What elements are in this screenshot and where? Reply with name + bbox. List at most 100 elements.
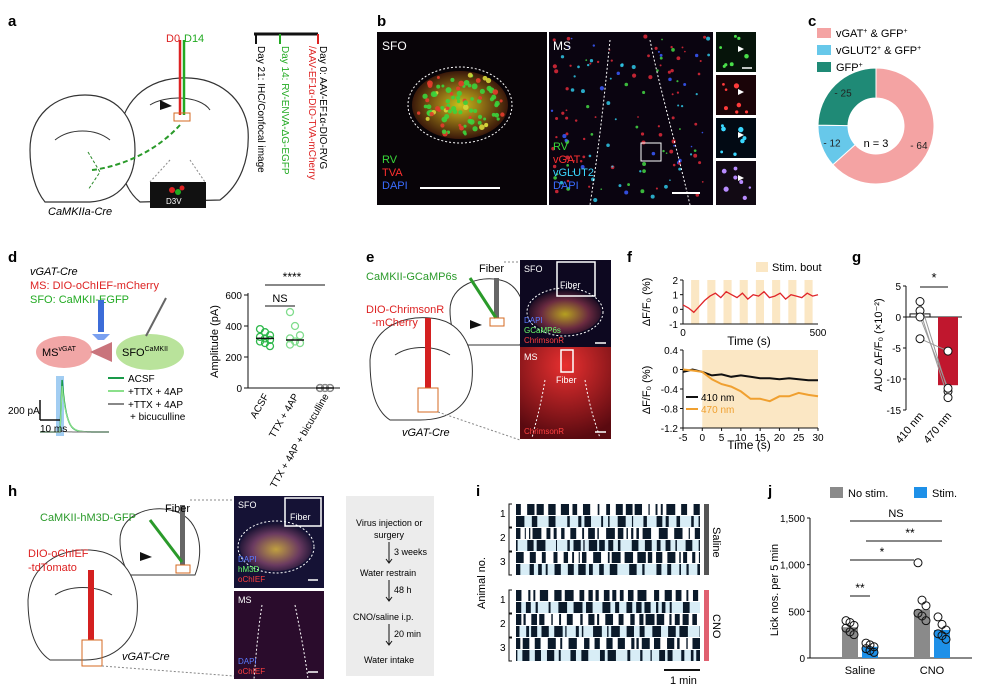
panel-d: d vGAT-Cre MS: DIO-oChIEF-mCherry SFO: C… xyxy=(8,249,340,490)
ms-zoom-box xyxy=(640,142,662,162)
lick-bout xyxy=(541,626,549,637)
ms-cell-dot xyxy=(690,145,693,148)
h-ms-leg-ochief: oChIEF xyxy=(238,667,265,676)
sfo-cell-dot xyxy=(473,108,478,113)
arrowhead-marker xyxy=(738,175,744,181)
lick-bout xyxy=(516,614,522,625)
g-pair-line xyxy=(919,310,949,398)
amp-point xyxy=(290,321,300,331)
lick-bout xyxy=(535,602,538,613)
row-pair-bracket xyxy=(508,551,512,576)
lick-bout xyxy=(674,614,680,625)
sfo-title: SFO xyxy=(382,39,407,53)
panel-g-label: g xyxy=(852,249,861,266)
sfo-cell-dot xyxy=(445,106,450,111)
lick-bout xyxy=(615,602,620,613)
lick-bout xyxy=(548,516,556,527)
j-sig-1: ** xyxy=(855,581,865,595)
ms-cell-dot xyxy=(566,179,570,183)
sfo-cell-dot xyxy=(479,88,485,95)
legend-vglut2: vGLUT2+ & GFP+ xyxy=(836,45,921,57)
lick-bout xyxy=(652,626,662,637)
sfo-cell-dot xyxy=(426,104,432,110)
e-sfo-title: SFO xyxy=(524,264,543,274)
f-bottom-y-tick-label: -1.2 xyxy=(661,424,679,435)
ms-cell-dot xyxy=(695,53,699,58)
g-y-tick-label: -10 xyxy=(887,375,902,386)
j-x-tick-label: CNO xyxy=(920,665,945,677)
lick-bout xyxy=(625,504,633,515)
j-ylabel: Lick nos. per 5 min xyxy=(769,544,781,636)
lick-bout xyxy=(677,638,680,649)
d-mouse-line: vGAT-Cre xyxy=(30,266,78,278)
ms-cell-dot xyxy=(670,45,673,49)
ms-cell-dot xyxy=(680,104,684,108)
lick-bout xyxy=(516,638,521,649)
lick-bout xyxy=(617,638,625,649)
lick-raster xyxy=(508,503,709,662)
lick-bout xyxy=(611,626,620,637)
f-bottom-line xyxy=(682,368,819,403)
lick-bout xyxy=(524,528,526,539)
timeline-day21: Day 21: IHC/Confocal image xyxy=(255,46,266,173)
stim-bout xyxy=(691,280,700,324)
ms-cell-dot xyxy=(627,183,630,186)
zoom-cell-dot xyxy=(744,110,749,114)
ms-cell-dot xyxy=(676,80,679,83)
e-ms-box xyxy=(417,387,439,413)
lick-bout xyxy=(536,540,546,551)
ms-cell-dot xyxy=(689,153,693,156)
lick-bout xyxy=(553,552,558,563)
lick-bout xyxy=(582,528,585,539)
ms-cell-dot xyxy=(631,65,636,70)
ms-cell-dot xyxy=(572,170,574,173)
panel-j: j No stim. Stim. 0 500 1,000 1,500 Saline CNO… xyxy=(767,483,972,677)
lick-bout xyxy=(686,564,689,575)
amp-point xyxy=(285,340,295,349)
ms-cell-dot xyxy=(669,179,671,182)
ms-cell-dot xyxy=(586,105,590,109)
ms-cell-dot xyxy=(566,36,571,41)
sfo-cell-dot xyxy=(430,91,437,98)
sfo-cell-dot xyxy=(500,112,505,117)
lick-bout xyxy=(567,564,574,575)
sfo-cell-dot xyxy=(455,95,461,101)
arrowhead-marker xyxy=(738,132,744,138)
flow-arrowhead-1 xyxy=(385,558,393,564)
lick-bout xyxy=(541,552,546,563)
lick-bout xyxy=(581,626,584,637)
sfo-cell-dot xyxy=(447,109,452,114)
lick-bout xyxy=(656,564,662,575)
stim-bout xyxy=(788,280,797,324)
lick-bout xyxy=(691,516,694,527)
ms-cell-dot xyxy=(693,153,698,158)
arrowhead-marker xyxy=(738,89,744,95)
lick-bout xyxy=(578,564,586,575)
e-virus2b: -mCherry xyxy=(372,317,418,329)
lick-bout xyxy=(605,614,614,625)
flow-gap-3: 20 min xyxy=(394,629,421,639)
sfo-cell-dot xyxy=(471,83,478,90)
lick-bout xyxy=(679,564,681,575)
f-stim-swatch xyxy=(756,262,768,272)
j-point xyxy=(933,629,943,639)
lick-bout xyxy=(527,504,535,515)
ms-boundary-left xyxy=(589,39,611,206)
lick-bout xyxy=(554,590,562,601)
stim-bout xyxy=(804,280,813,324)
lick-bout xyxy=(681,650,685,661)
raster-row-bg xyxy=(516,564,700,575)
zoom-cell-dot xyxy=(740,138,745,144)
lick-bout xyxy=(588,614,595,625)
f-bottom-y-tick-label: 0.4 xyxy=(664,346,678,357)
lick-bout xyxy=(563,552,569,563)
lick-bout xyxy=(534,650,541,661)
j-point xyxy=(941,634,951,644)
i-s-2: 2 xyxy=(500,533,506,544)
amp-point xyxy=(285,307,295,317)
lick-bout xyxy=(612,590,617,601)
h-brain-curve xyxy=(54,587,113,596)
lick-bout xyxy=(650,650,652,661)
donut-n-label: n = 3 xyxy=(864,138,889,150)
